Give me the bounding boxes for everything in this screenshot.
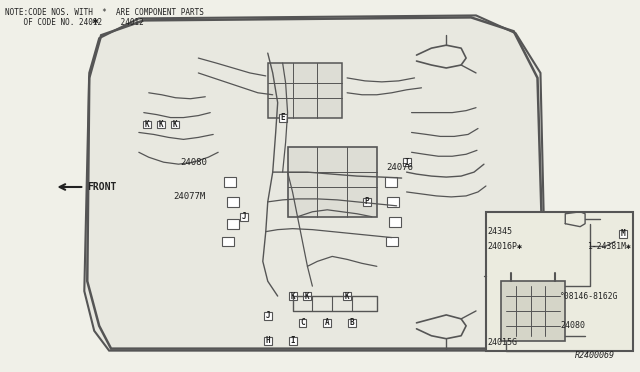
Bar: [363, 198, 371, 206]
Bar: [403, 158, 411, 166]
Bar: [501, 281, 565, 341]
Text: K: K: [145, 120, 149, 129]
Bar: [268, 63, 342, 118]
Text: NOTE:CODE NOS. WITH  *  ARE COMPONENT PARTS: NOTE:CODE NOS. WITH * ARE COMPONENT PART…: [5, 9, 204, 17]
Bar: [386, 237, 397, 247]
Bar: [143, 121, 151, 128]
Text: B: B: [349, 318, 355, 327]
Polygon shape: [84, 15, 545, 351]
Text: K: K: [172, 120, 177, 129]
Bar: [387, 197, 399, 207]
Text: OF CODE NO. 24012    24012: OF CODE NO. 24012 24012: [5, 18, 144, 28]
Text: 24015G: 24015G: [488, 338, 518, 347]
Bar: [289, 292, 296, 300]
Bar: [227, 219, 239, 229]
Bar: [298, 319, 307, 327]
Bar: [278, 113, 287, 122]
Text: K: K: [345, 292, 349, 301]
Text: 24076: 24076: [387, 163, 413, 171]
Text: P: P: [365, 198, 369, 206]
Bar: [323, 319, 332, 327]
Text: K: K: [305, 292, 310, 301]
Text: E: E: [280, 113, 285, 122]
Bar: [287, 147, 377, 217]
Text: I: I: [290, 336, 295, 345]
Bar: [619, 230, 627, 238]
Text: 24345: 24345: [488, 227, 513, 236]
Text: J: J: [242, 212, 246, 221]
Text: 24080: 24080: [180, 158, 207, 167]
Text: FRONT: FRONT: [87, 182, 116, 192]
Bar: [222, 237, 234, 247]
Text: 1-24381M✱: 1-24381M✱: [587, 242, 631, 251]
Text: 24080: 24080: [560, 321, 586, 330]
Text: 24077M: 24077M: [173, 192, 206, 201]
Text: M: M: [620, 229, 625, 238]
Bar: [486, 212, 633, 351]
Bar: [289, 337, 296, 345]
Text: I: I: [404, 158, 409, 167]
Bar: [385, 177, 397, 187]
Bar: [157, 121, 164, 128]
Text: 24016P✱: 24016P✱: [488, 242, 523, 251]
Text: J: J: [266, 311, 270, 320]
Bar: [264, 337, 272, 345]
Bar: [388, 217, 401, 227]
Text: C: C: [300, 318, 305, 327]
Text: °08146-8162G: °08146-8162G: [560, 292, 619, 301]
Bar: [227, 197, 239, 207]
Text: K: K: [290, 292, 295, 301]
Bar: [240, 213, 248, 221]
Bar: [343, 292, 351, 300]
Bar: [303, 292, 312, 300]
Bar: [264, 312, 272, 320]
Text: ✱: ✱: [92, 17, 99, 26]
Bar: [224, 177, 236, 187]
Bar: [348, 319, 356, 327]
Bar: [171, 121, 179, 128]
Text: A: A: [325, 318, 330, 327]
Text: K: K: [158, 120, 163, 129]
Text: R2400069: R2400069: [575, 351, 615, 360]
Text: H: H: [266, 336, 270, 345]
